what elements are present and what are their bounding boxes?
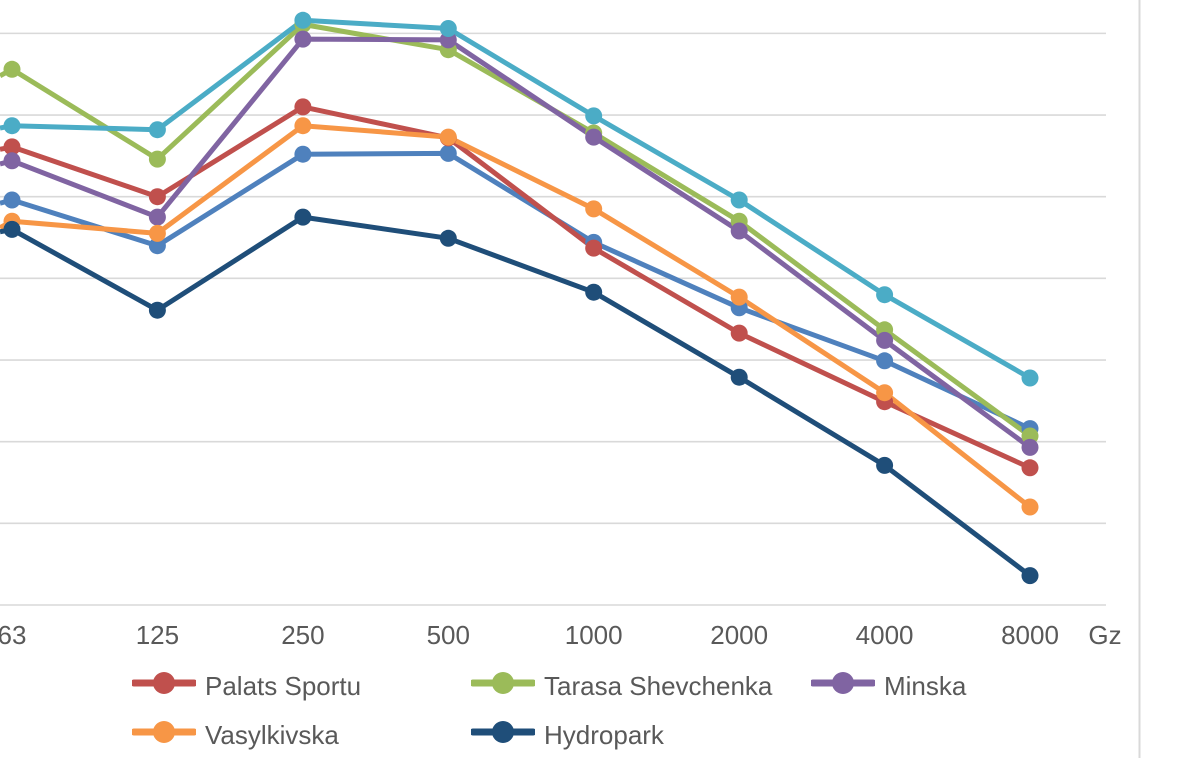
- data-point-minska-250: [294, 30, 312, 48]
- legend-marker-icon: [469, 720, 537, 749]
- data-point-palats-sportu-63: [3, 138, 21, 156]
- data-point-vasylkivska-250: [294, 117, 312, 135]
- data-point-unnamed-teal-series-1000: [585, 107, 603, 125]
- data-point-hydropark-250: [294, 208, 312, 226]
- data-point-minska-8000: [1021, 438, 1039, 456]
- data-point-hydropark-500: [439, 229, 457, 247]
- legend-marker-icon: [469, 671, 537, 700]
- x-tick-label-63: 63: [0, 620, 26, 650]
- gridlines: [0, 32, 1106, 606]
- data-point-minska-125: [148, 208, 166, 226]
- data-point-hydropark-8000: [1021, 567, 1039, 585]
- data-point-tarasa-shevchenka-125: [148, 150, 166, 168]
- legend-item-palats-sportu: Palats Sportu: [130, 670, 362, 701]
- legend-label: Vasylkivska: [205, 719, 339, 750]
- data-point-minska-4000: [876, 331, 894, 349]
- legend-label: Minska: [884, 670, 967, 701]
- data-point-vasylkivska-1000: [585, 200, 603, 218]
- x-tick-label-125: 125: [136, 620, 179, 650]
- data-point-unnamed-teal-series-125: [148, 121, 166, 139]
- legend-item-vasylkivska: Vasylkivska: [130, 719, 339, 750]
- legend-item-tarasa-shevchenka: Tarasa Shevchenka: [469, 670, 773, 701]
- x-axis-unit-label: Gz: [1088, 620, 1121, 650]
- x-tick-label-8000: 8000: [1001, 620, 1059, 650]
- data-point-palats-sportu-1000: [585, 239, 603, 257]
- data-point-palats-sportu-250: [294, 98, 312, 116]
- data-point-palats-sportu-2000: [730, 324, 748, 342]
- legend-item-hydropark: Hydropark: [469, 719, 664, 750]
- data-point-unnamed-teal-series-8000: [1021, 369, 1039, 387]
- legend-marker-icon: [130, 671, 198, 700]
- x-tick-label-250: 250: [281, 620, 324, 650]
- x-tick-label-4000: 4000: [856, 620, 914, 650]
- x-tick-label-500: 500: [427, 620, 470, 650]
- data-point-unnamed-teal-series-250: [294, 11, 312, 29]
- data-point-hydropark-2000: [730, 368, 748, 386]
- data-point-minska-1000: [585, 128, 603, 146]
- data-point-unnamed-teal-series-500: [439, 20, 457, 37]
- data-point-palats-sportu-8000: [1021, 459, 1039, 477]
- data-point-unnamed-teal-series-2000: [730, 191, 748, 209]
- legend-marker-icon: [130, 720, 198, 749]
- data-point-vasylkivska-2000: [730, 288, 748, 306]
- data-point-unnamed-blue-series-250: [294, 145, 312, 163]
- series-lines: [0, 17, 1032, 578]
- data-point-unnamed-blue-series-63: [3, 191, 21, 209]
- data-point-vasylkivska-500: [439, 128, 457, 146]
- legend-marker-icon: [809, 671, 877, 700]
- x-tick-label-1000: 1000: [565, 620, 623, 650]
- data-point-minska-63: [3, 152, 21, 170]
- series-markers: [3, 11, 1039, 585]
- data-point-minska-2000: [730, 222, 748, 240]
- legend-label: Tarasa Shevchenka: [544, 670, 773, 701]
- data-point-vasylkivska-125: [148, 224, 166, 242]
- data-point-vasylkivska-8000: [1021, 498, 1039, 516]
- data-point-palats-sportu-125: [148, 188, 166, 206]
- x-tick-label-2000: 2000: [710, 620, 768, 650]
- data-point-unnamed-teal-series-4000: [876, 286, 894, 304]
- data-point-unnamed-teal-series-63: [3, 117, 21, 135]
- data-point-hydropark-1000: [585, 283, 603, 301]
- data-point-tarasa-shevchenka-63: [3, 60, 21, 78]
- data-point-unnamed-blue-series-500: [439, 144, 457, 162]
- x-axis-tick-labels: 63 125 250 500 1000 2000 4000 8000: [0, 620, 1059, 650]
- legend-label: Hydropark: [544, 719, 664, 750]
- data-point-hydropark-63: [3, 220, 21, 238]
- data-point-hydropark-4000: [876, 456, 894, 474]
- data-point-hydropark-125: [148, 301, 166, 319]
- legend-label: Palats Sportu: [205, 670, 362, 701]
- data-point-vasylkivska-4000: [876, 384, 894, 402]
- data-point-unnamed-blue-series-125: [148, 237, 166, 255]
- data-point-unnamed-blue-series-4000: [876, 352, 894, 370]
- legend-item-minska: Minska: [809, 670, 967, 701]
